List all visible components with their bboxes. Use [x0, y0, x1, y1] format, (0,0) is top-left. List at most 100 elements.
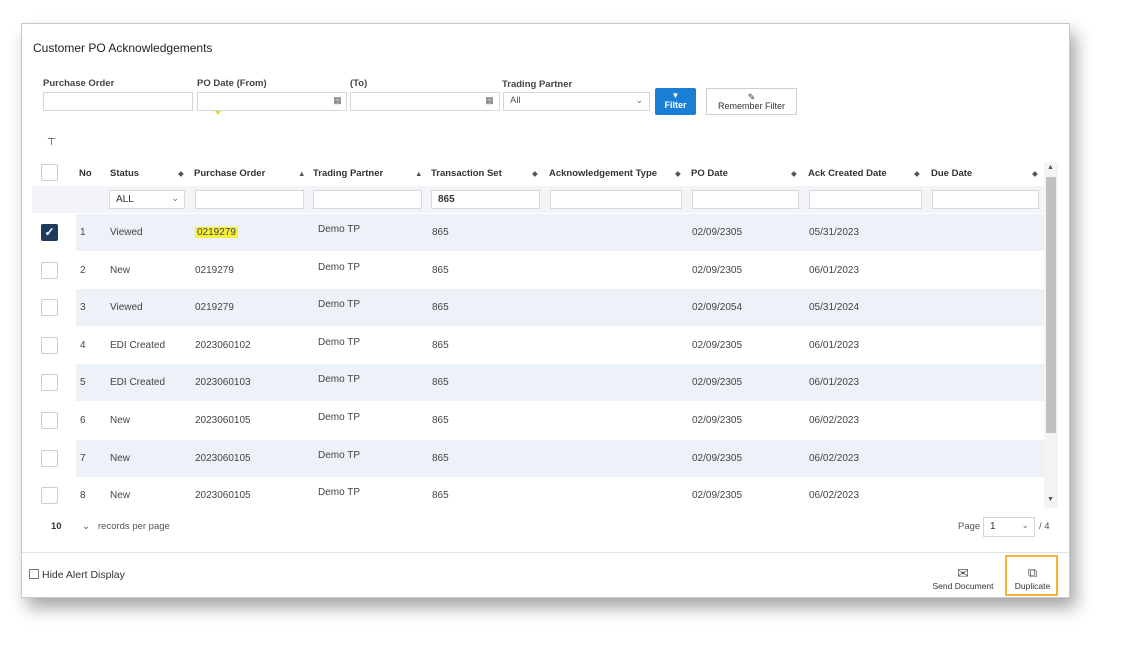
po-date-to-input[interactable]: [350, 92, 500, 111]
transaction-set-filter-input[interactable]: 865: [431, 190, 540, 209]
due-date-filter-input[interactable]: [932, 190, 1039, 209]
cell-ack-created-date: 06/02/2023: [809, 415, 860, 426]
row-checkbox[interactable]: [41, 336, 58, 354]
chevron-down-icon[interactable]: ⌄: [82, 521, 90, 532]
page-value: 1: [990, 521, 996, 532]
purchase-order-input[interactable]: [43, 92, 193, 111]
ack-date-filter-input[interactable]: [809, 190, 922, 209]
calendar-icon[interactable]: ▦: [333, 95, 342, 105]
sort-icon[interactable]: ◆: [1032, 169, 1038, 178]
sort-icon[interactable]: ◆: [178, 169, 184, 178]
cell-purchase-order[interactable]: 2023060105: [195, 415, 251, 426]
col-trading-partner[interactable]: Trading Partner: [313, 168, 384, 179]
table-row[interactable]: [76, 439, 1044, 477]
scroll-down-icon[interactable]: ▼: [1047, 496, 1054, 503]
cell-purchase-order[interactable]: 2023060103: [195, 377, 251, 389]
col-ack-type[interactable]: Acknowledgement Type: [549, 168, 658, 179]
cell-ack-created-date: 05/31/2024: [809, 302, 860, 314]
calendar-icon[interactable]: ▦: [485, 95, 494, 105]
sort-icon[interactable]: ◆: [675, 169, 681, 178]
sort-icon[interactable]: ◆: [532, 169, 538, 178]
cell-po-date: 02/09/2305: [692, 490, 743, 502]
scrollbar-thumb[interactable]: [1046, 177, 1056, 433]
ack-type-filter-input[interactable]: [550, 190, 682, 209]
col-po-date[interactable]: PO Date: [691, 168, 728, 179]
cell-trading-partner: Demo TP: [318, 374, 361, 386]
row-checkbox[interactable]: [41, 412, 58, 429]
send-document-button[interactable]: ✉ Send Document: [930, 565, 996, 591]
col-transaction-set[interactable]: Transaction Set: [431, 168, 502, 179]
col-ack-created-date[interactable]: Ack Created Date: [808, 168, 887, 179]
col-due-date[interactable]: Due Date: [931, 168, 973, 179]
po-date-from-input[interactable]: [197, 92, 347, 111]
table-row[interactable]: [76, 251, 1044, 289]
to-label: (To): [350, 78, 368, 89]
cell-no: 7: [80, 452, 86, 464]
filter-button[interactable]: ▼ Filter: [655, 88, 696, 115]
col-status[interactable]: Status: [110, 168, 140, 179]
cell-status: New: [110, 264, 131, 276]
cell-po-date: 02/09/2305: [692, 452, 743, 464]
table-row[interactable]: [76, 326, 1044, 364]
row-checkbox[interactable]: [41, 374, 58, 392]
cell-trading-partner: Demo TP: [318, 224, 361, 235]
cell-transaction-set: 865: [432, 490, 449, 502]
total-pages: / 4: [1039, 521, 1050, 532]
cell-po-date: 02/09/2305: [692, 377, 743, 389]
copy-icon: ⧉: [1027, 565, 1038, 580]
cell-trading-partner: Demo TP: [318, 261, 361, 273]
po-filter-input[interactable]: [195, 190, 304, 209]
scroll-up-icon[interactable]: ▲: [1047, 164, 1054, 171]
duplicate-label: Duplicate: [1014, 581, 1051, 591]
cell-transaction-set: 865: [432, 339, 449, 351]
row-checkbox[interactable]: [41, 299, 58, 317]
row-checkbox[interactable]: [41, 261, 58, 279]
row-checkbox[interactable]: [41, 449, 58, 467]
pin-icon: ✎: [747, 92, 756, 102]
sort-icon[interactable]: ◆: [791, 169, 797, 178]
records-per-page-value[interactable]: 10: [51, 521, 62, 532]
trading-partner-select[interactable]: All ⌄: [503, 92, 650, 111]
cell-status: New: [110, 415, 131, 426]
funnel-icon[interactable]: ⊤: [47, 137, 56, 148]
cell-purchase-order[interactable]: 0219279: [195, 227, 238, 238]
sort-asc-icon[interactable]: ▲: [298, 169, 306, 178]
cell-purchase-order[interactable]: 2023060105: [195, 490, 251, 502]
cell-purchase-order[interactable]: 0219279: [195, 302, 234, 314]
records-per-page-label: records per page: [98, 521, 170, 532]
send-document-label: Send Document: [932, 581, 994, 591]
cell-status: EDI Created: [110, 339, 166, 351]
hide-alert-checkbox[interactable]: [29, 569, 39, 579]
select-all-checkbox[interactable]: [41, 164, 58, 181]
remember-filter-button[interactable]: ✎ Remember Filter: [706, 88, 797, 115]
remember-filter-label: Remember Filter: [717, 101, 785, 111]
cell-po-date: 02/09/2305: [692, 264, 743, 276]
status-filter-value: ALL: [116, 194, 134, 205]
cell-ack-created-date: 06/01/2023: [809, 377, 860, 389]
table-row[interactable]: [76, 364, 1044, 402]
po-ack-window: Customer PO Acknowledgements Purchase Or…: [21, 23, 1070, 598]
cell-status: New: [110, 452, 131, 464]
row-checkbox[interactable]: [41, 487, 58, 505]
page-select[interactable]: 1 ⌄: [983, 517, 1035, 537]
partner-filter-input[interactable]: [313, 190, 422, 209]
cell-transaction-set: 865: [432, 302, 449, 314]
cell-status: Viewed: [110, 302, 143, 314]
hide-alert-toggle[interactable]: Hide Alert Display: [29, 569, 125, 581]
col-purchase-order[interactable]: Purchase Order: [194, 168, 266, 179]
cell-trading-partner: Demo TP: [318, 449, 361, 461]
table-row[interactable]: [76, 402, 1044, 439]
table-row[interactable]: [76, 477, 1044, 515]
cell-purchase-order[interactable]: 2023060102: [195, 339, 251, 351]
status-filter-select[interactable]: ALL ⌄: [109, 190, 185, 209]
cell-no: 8: [80, 490, 86, 502]
sort-icon[interactable]: ◆: [914, 169, 920, 178]
col-no[interactable]: No: [79, 168, 92, 179]
cell-purchase-order[interactable]: 0219279: [195, 264, 234, 276]
row-checkbox[interactable]: ✓: [41, 224, 58, 241]
po-date-filter-input[interactable]: [692, 190, 799, 209]
cell-purchase-order[interactable]: 2023060105: [195, 452, 251, 464]
sort-asc-icon[interactable]: ▲: [415, 169, 423, 178]
table-row[interactable]: [76, 289, 1044, 327]
duplicate-button[interactable]: ⧉ Duplicate: [1009, 565, 1056, 591]
